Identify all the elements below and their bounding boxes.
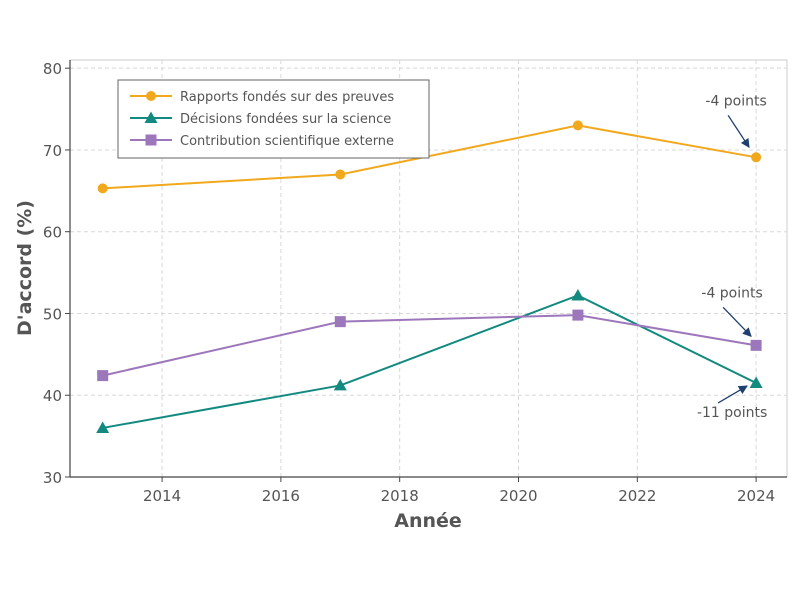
- y-axis-label: D'accord (%): [14, 200, 36, 336]
- y-tick-label: 50: [43, 305, 62, 323]
- data-point-triangle: [96, 421, 110, 433]
- y-tick-label: 80: [43, 60, 62, 78]
- data-point-triangle: [571, 288, 585, 301]
- data-point-triangle: [749, 376, 763, 388]
- series-line-2: [102, 314, 757, 377]
- legend-label: Rapports fondés sur des preuves: [180, 90, 394, 105]
- annotation-arrow: [717, 385, 748, 404]
- data-point-square: [334, 316, 346, 328]
- y-tick-label: 30: [43, 469, 62, 487]
- data-point-circle: [335, 169, 346, 180]
- data-point-square: [750, 339, 762, 351]
- data-point-circle: [572, 120, 583, 131]
- annotation-label: -4 points: [701, 285, 762, 301]
- annotation-arrow: [722, 306, 752, 338]
- legend: Rapports fondés sur des preuves Décisions…: [117, 79, 430, 159]
- x-tick-label: 2016: [262, 487, 300, 505]
- axes: 2014 2016 2018 2020 2022 2024 30 40 50 60 70 80: [43, 60, 787, 505]
- series-line-0: [102, 124, 757, 190]
- legend-label: Décisions fondées sur la science: [180, 112, 391, 127]
- x-tick-label: 2022: [618, 487, 656, 505]
- annotations: -4 points -4 points -11 points: [697, 93, 767, 421]
- annotation-arrow: [727, 114, 750, 149]
- data-point-circle: [97, 183, 108, 194]
- series-line-1: [102, 294, 757, 429]
- series-group: [96, 120, 763, 433]
- data-point-square: [97, 370, 109, 382]
- y-tick-label: 40: [43, 387, 62, 405]
- data-point-square: [572, 309, 584, 321]
- legend-marker-triangle: [144, 111, 158, 123]
- data-point-triangle: [333, 378, 347, 391]
- x-tick-label: 2020: [499, 487, 537, 505]
- legend-marker-circle: [146, 91, 156, 101]
- x-tick-label: 2024: [737, 487, 775, 505]
- legend-marker-square: [145, 134, 157, 146]
- annotation-label: -4 points: [705, 93, 766, 109]
- y-tick-label: 70: [43, 142, 62, 160]
- data-point-circle: [751, 152, 762, 163]
- x-tick-label: 2018: [381, 487, 419, 505]
- annotation-label: -11 points: [697, 405, 767, 421]
- x-tick-label: 2014: [143, 487, 181, 505]
- x-axis-label: Année: [394, 510, 462, 532]
- y-tick-label: 60: [43, 224, 62, 242]
- legend-label: Contribution scientifique externe: [180, 134, 394, 149]
